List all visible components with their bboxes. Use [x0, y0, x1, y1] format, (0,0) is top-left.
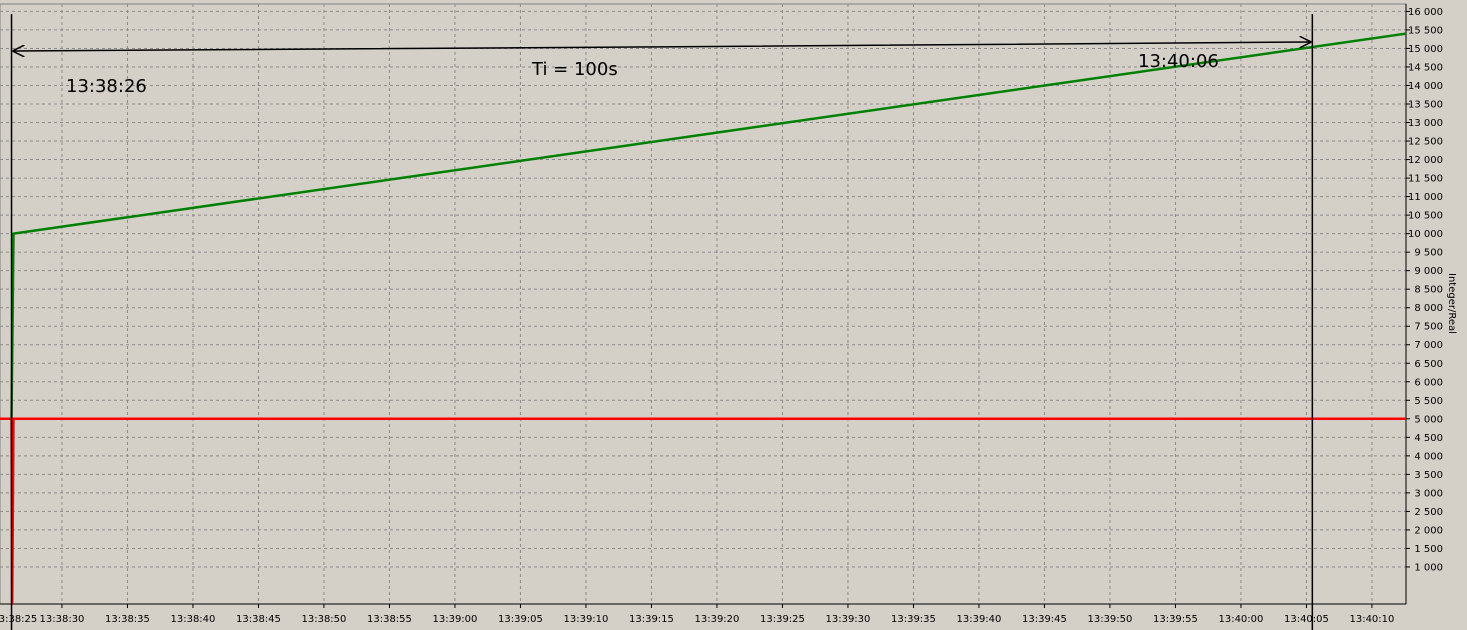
x-tick-label: 13:38:50: [301, 614, 346, 625]
y-tick-label: 5 500: [1414, 396, 1443, 407]
x-tick-label: 13:38:30: [40, 614, 85, 625]
y-tick-label: 11 500: [1408, 174, 1443, 185]
x-tick-label: 13:39:00: [432, 614, 477, 625]
y-tick-label: 6 500: [1414, 359, 1443, 370]
x-tick-label: 3:38:25: [0, 614, 37, 625]
x-tick-label: 13:39:25: [760, 614, 805, 625]
x-tick-label: 13:38:35: [105, 614, 150, 625]
interval-arrow: [14, 42, 1311, 51]
y-tick-label: 10 000: [1408, 229, 1443, 240]
y-tick-label: 1 500: [1414, 544, 1443, 555]
x-tick-label: 13:39:45: [1022, 614, 1067, 625]
y-tick-label: 11 000: [1408, 192, 1443, 203]
x-tick-label: 13:39:30: [825, 614, 870, 625]
plot-background: [0, 3, 1407, 605]
end-time-label: 13:40:06: [1138, 51, 1219, 72]
y-tick-label: 14 500: [1408, 62, 1443, 73]
x-tick-label: 13:39:20: [694, 614, 739, 625]
y-tick-label: 2 000: [1414, 525, 1443, 536]
y-tick-label: 10 500: [1408, 211, 1443, 222]
y-tick-label: 7 500: [1414, 322, 1443, 333]
y-tick-label: 13 500: [1408, 100, 1443, 111]
x-tick-label: 13:40:10: [1349, 614, 1394, 625]
y-tick-label: 12 500: [1408, 137, 1443, 148]
y-tick-label: 2 500: [1414, 507, 1443, 518]
y-tick-label: 3 500: [1414, 470, 1443, 481]
y-tick-label: 6 000: [1414, 377, 1443, 388]
y-tick-label: 9 000: [1414, 266, 1443, 277]
y-tick-label: 8 500: [1414, 285, 1443, 296]
y-axis-title: Integer/Real: [1446, 273, 1457, 334]
x-tick-label: 13:40:00: [1218, 614, 1263, 625]
x-tick-label: 13:40:05: [1284, 614, 1329, 625]
y-tick-label: 4 000: [1414, 451, 1443, 462]
y-tick-label: 14 000: [1408, 81, 1443, 92]
x-tick-label: 13:39:40: [956, 614, 1001, 625]
y-tick-label: 1 000: [1414, 562, 1443, 573]
y-tick-label: 8 000: [1414, 303, 1443, 314]
y-tick-label: 13 000: [1408, 118, 1443, 129]
x-tick-label: 13:39:10: [563, 614, 608, 625]
interval-label: Ti = 100s: [531, 59, 618, 80]
x-tick-label: 13:39:15: [629, 614, 674, 625]
y-tick-label: 15 500: [1408, 25, 1443, 36]
x-tick-label: 13:39:05: [498, 614, 543, 625]
x-tick-label: 13:39:35: [891, 614, 936, 625]
y-tick-label: 15 000: [1408, 44, 1443, 55]
y-tick-label: 3 000: [1414, 488, 1443, 499]
x-tick-label: 13:38:45: [236, 614, 281, 625]
x-axis: 3:38:25 13:38:30 13:38:35 13:38:40 13:38:45 1…: [0, 603, 1406, 625]
y-tick-label: 12 000: [1408, 155, 1443, 166]
x-tick-label: 13:38:40: [170, 614, 215, 625]
y-tick-label: 5 000: [1414, 414, 1443, 425]
y-tick-label: 7 000: [1414, 340, 1443, 351]
x-tick-label: 13:39:50: [1087, 614, 1132, 625]
y-tick-label: 16 000: [1408, 7, 1443, 18]
x-tick-label: 13:39:55: [1153, 614, 1198, 625]
x-tick-label: 13:38:55: [367, 614, 412, 625]
start-time-label: 13:38:26: [66, 76, 147, 97]
annotations: 13:38:26 Ti = 100s 13:40:06: [10, 14, 1314, 630]
y-tick-label: 9 500: [1414, 248, 1443, 259]
y-tick-label: 4 500: [1414, 433, 1443, 444]
y-axis: 1 000 1 500 2 000 2 500 3 000 3 500 4 000 4 500…: [1405, 4, 1443, 604]
